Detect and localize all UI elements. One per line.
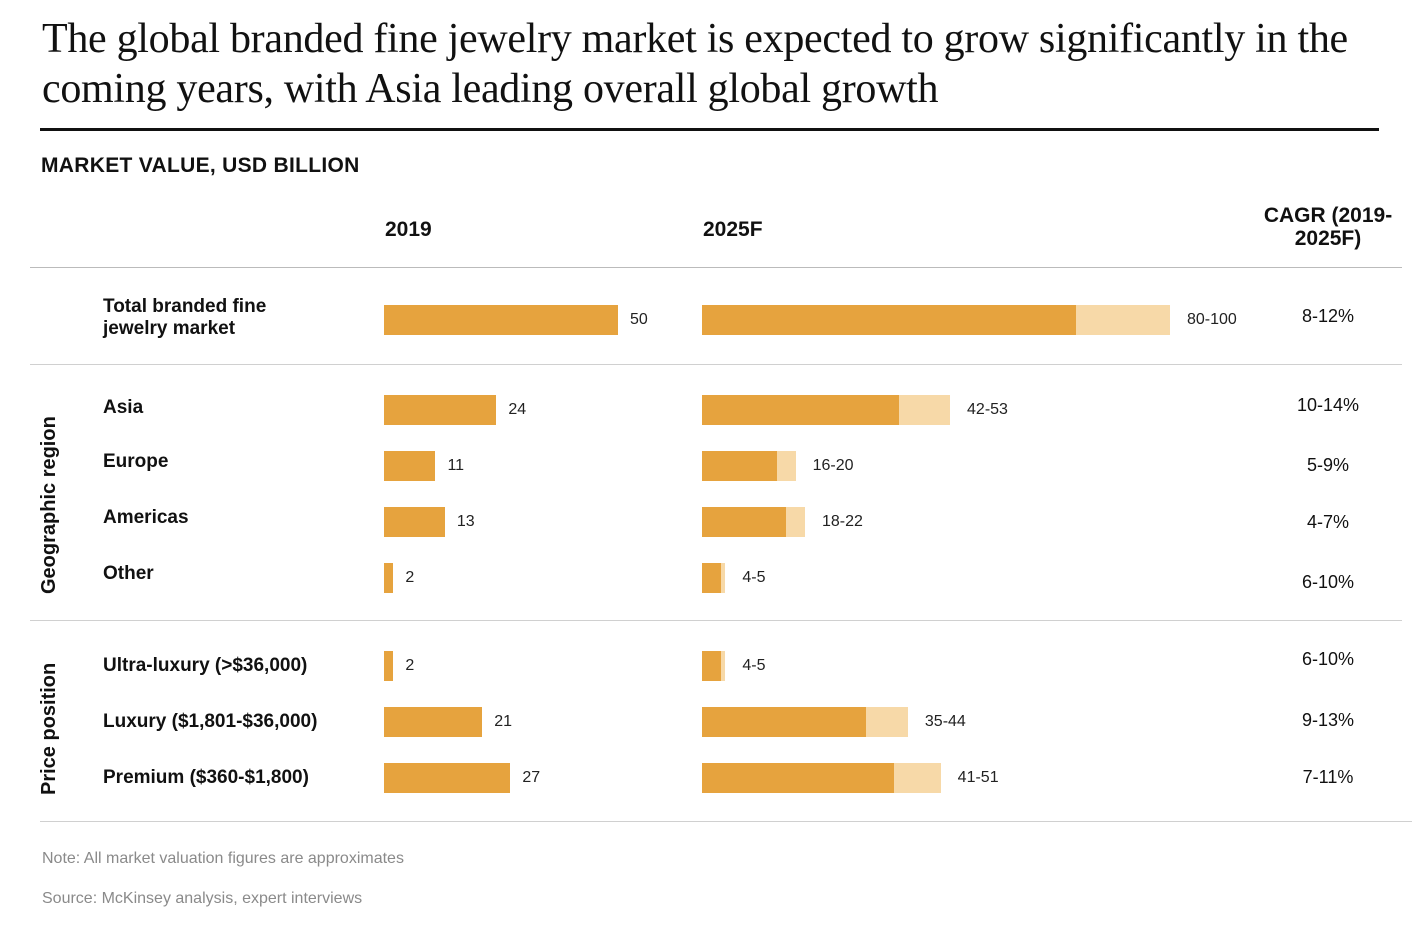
section-divider-geographic bbox=[30, 364, 1402, 365]
bar-2025-range-premium-360-1-800 bbox=[893, 763, 941, 793]
bar-2019-luxury-1-801-36-000 bbox=[384, 707, 483, 737]
bar-2025-low-total-branded-fine-jewelry-market bbox=[702, 305, 1077, 335]
column-header-cagr: CAGR (2019-2025F) bbox=[1263, 204, 1393, 250]
bar-2019-asia bbox=[384, 395, 497, 425]
cagr-asia: 10-14% bbox=[1296, 395, 1360, 415]
bar-2025-range-ultra-luxury-36-000 bbox=[720, 651, 726, 681]
row-label-europe: Europe bbox=[103, 451, 169, 472]
cagr-premium-360-1-800: 7-11% bbox=[1302, 767, 1354, 787]
value-2019-total-branded-fine-jewelry-market: 50 bbox=[630, 311, 648, 328]
header-divider bbox=[30, 267, 1402, 268]
value-2019-americas: 13 bbox=[456, 513, 475, 530]
value-2019-luxury-1-801-36-000: 21 bbox=[494, 713, 513, 730]
group-label-geographic-region: Geographic region bbox=[38, 416, 60, 594]
cagr-americas: 4-7% bbox=[1306, 512, 1350, 532]
row-label-ultra-luxury-36-000: Ultra-luxury (>$36,000) bbox=[103, 655, 308, 676]
bar-2025-low-ultra-luxury-36-000 bbox=[702, 651, 721, 681]
bar-2025-range-americas bbox=[786, 507, 805, 537]
value-2019-other: 2 bbox=[405, 569, 415, 586]
bar-2019-total-branded-fine-jewelry-market bbox=[384, 305, 618, 335]
value-2025-americas: 18-22 bbox=[821, 513, 863, 530]
bar-2019-premium-360-1-800 bbox=[384, 763, 511, 793]
bar-2019-ultra-luxury-36-000 bbox=[384, 651, 394, 681]
bar-2025-range-total-branded-fine-jewelry-market bbox=[1076, 305, 1170, 335]
column-header-2025f: 2025F bbox=[703, 218, 763, 241]
value-2025-europe: 16-20 bbox=[812, 457, 854, 474]
footer-divider bbox=[40, 821, 1412, 822]
bar-2025-low-europe bbox=[702, 451, 777, 481]
value-2019-europe: 11 bbox=[447, 457, 465, 474]
value-2025-premium-360-1-800: 41-51 bbox=[957, 769, 999, 786]
title-rule bbox=[40, 128, 1379, 131]
group-label-price-position: Price position bbox=[38, 662, 60, 795]
value-2019-asia: 24 bbox=[508, 401, 527, 418]
value-2019-ultra-luxury-36-000: 2 bbox=[405, 657, 415, 674]
bar-2025-range-luxury-1-801-36-000 bbox=[865, 707, 908, 737]
bar-2025-low-asia bbox=[702, 395, 899, 425]
bar-2019-europe bbox=[384, 451, 436, 481]
value-2019-premium-360-1-800: 27 bbox=[522, 769, 541, 786]
value-2025-ultra-luxury-36-000: 4-5 bbox=[742, 657, 766, 674]
row-label-asia: Asia bbox=[103, 397, 144, 418]
row-label-premium-360-1-800: Premium ($360-$1,800) bbox=[103, 767, 309, 788]
bar-2019-americas bbox=[384, 507, 445, 537]
chart-title: The global branded fine jewelry market i… bbox=[42, 16, 1348, 112]
row-label-luxury-1-801-36-000: Luxury ($1,801-$36,000) bbox=[103, 711, 318, 732]
value-2025-total-branded-fine-jewelry-market: 80-100 bbox=[1187, 311, 1237, 328]
cagr-other: 6-10% bbox=[1301, 572, 1355, 592]
row-label-total-branded-fine-jewelry-market: Total branded fine jewelry market bbox=[103, 296, 267, 339]
value-2025-other: 4-5 bbox=[742, 569, 766, 586]
section-divider-price bbox=[30, 620, 1402, 621]
bar-2025-range-europe bbox=[776, 451, 796, 481]
bar-2025-low-americas bbox=[702, 507, 787, 537]
bar-2025-low-other bbox=[702, 563, 721, 593]
bar-2025-low-premium-360-1-800 bbox=[702, 763, 894, 793]
column-header-2019: 2019 bbox=[385, 218, 432, 241]
cagr-luxury-1-801-36-000: 9-13% bbox=[1301, 710, 1355, 730]
cagr-ultra-luxury-36-000: 6-10% bbox=[1301, 649, 1355, 669]
bar-2025-range-asia bbox=[898, 395, 951, 425]
cagr-total-branded-fine-jewelry-market: 8-12% bbox=[1301, 306, 1355, 326]
bar-2025-range-other bbox=[720, 563, 726, 593]
row-label-other: Other bbox=[103, 563, 154, 584]
footnote-source: Source: McKinsey analysis, expert interv… bbox=[42, 890, 363, 907]
bar-2019-other bbox=[384, 563, 394, 593]
row-label-americas: Americas bbox=[103, 507, 189, 528]
footnote-note: Note: All market valuation figures are a… bbox=[42, 850, 404, 867]
chart-subtitle: MARKET VALUE, USD BILLION bbox=[41, 154, 360, 177]
cagr-europe: 5-9% bbox=[1306, 455, 1350, 475]
bar-2025-low-luxury-1-801-36-000 bbox=[702, 707, 866, 737]
value-2025-asia: 42-53 bbox=[967, 401, 1008, 418]
value-2025-luxury-1-801-36-000: 35-44 bbox=[924, 713, 966, 730]
